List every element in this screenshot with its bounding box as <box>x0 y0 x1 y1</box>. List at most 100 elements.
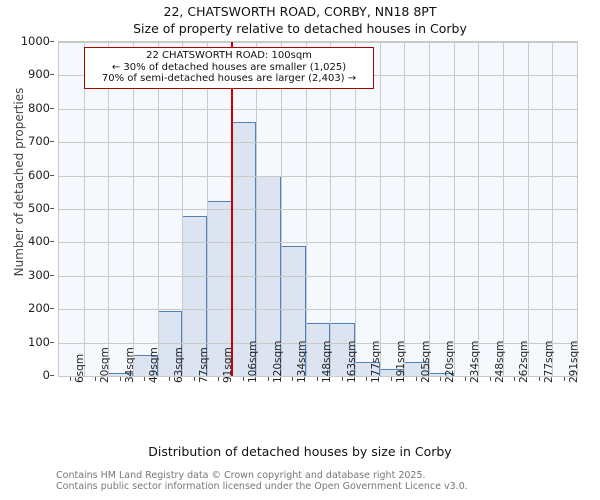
x-axis-tick-label: 134sqm <box>296 340 308 383</box>
x-axis: 6sqm 20sqm 34sqm 49sqm 63sqm 77sqm 91sqm 106sqm… <box>0 341 600 447</box>
y-axis-tick-mark <box>50 141 54 143</box>
gridline-vertical <box>552 42 553 376</box>
x-axis-tick-label: 20sqm <box>99 347 111 383</box>
x-axis-tick-mark <box>366 377 367 381</box>
y-axis-tick-mark <box>50 341 54 343</box>
y-axis-tick-label: 1000 <box>20 34 50 48</box>
gridline-vertical <box>108 42 109 376</box>
y-axis-tick-label: 200 <box>28 301 50 316</box>
x-axis-tick-label: 191sqm <box>395 340 407 383</box>
x-axis-tick-mark <box>70 377 71 381</box>
gridline-vertical <box>133 42 134 376</box>
y-axis-tick-label: 600 <box>28 167 50 182</box>
footer-line-2: Contains public sector information licen… <box>56 481 468 492</box>
x-axis-tick-label: 163sqm <box>346 340 358 383</box>
gridline-horizontal <box>59 108 577 110</box>
marker-annotation: 22 CHATSWORTH ROAD: 100sqm ← 30% of deta… <box>84 47 374 89</box>
x-axis-tick-label: 63sqm <box>173 347 185 383</box>
y-axis-tick-mark <box>50 241 54 243</box>
y-axis-tick-label: 700 <box>28 134 50 149</box>
x-axis-tick-mark <box>342 377 343 381</box>
page-subtitle: Size of property relative to detached ho… <box>133 21 467 36</box>
x-axis-tick-mark <box>120 377 121 381</box>
gridline-vertical <box>355 42 356 376</box>
y-axis-title: Number of detached properties <box>12 87 26 277</box>
x-axis-tick-mark <box>490 377 491 381</box>
x-axis-tick-label: 106sqm <box>247 340 259 383</box>
gridline-vertical <box>503 42 504 376</box>
gridline-horizontal <box>59 242 577 244</box>
x-axis-tick-mark <box>564 377 565 381</box>
x-axis-title: Distribution of detached houses by size … <box>148 444 452 459</box>
y-axis-tick-label: 300 <box>28 267 50 282</box>
gridline-vertical <box>528 42 529 376</box>
y-axis-tick-mark <box>50 41 54 42</box>
annotation-line-2: ← 30% of detached houses are smaller (1,… <box>111 61 347 73</box>
y-axis-tick-label: 500 <box>28 201 50 215</box>
gridline-vertical <box>306 42 307 376</box>
gridline-vertical <box>380 42 381 376</box>
gridline-vertical <box>158 42 159 376</box>
gridline-vertical <box>281 42 282 376</box>
gridline-vertical <box>182 42 183 376</box>
gridline-vertical <box>429 42 430 376</box>
y-axis-tick-mark <box>50 375 54 376</box>
property-marker-line <box>230 42 233 376</box>
x-axis-tick-mark <box>465 377 466 381</box>
y-axis-tick-mark <box>50 308 54 310</box>
y-axis-tick-label: 900 <box>28 67 50 82</box>
x-axis-tick-mark <box>539 377 540 381</box>
gridline-vertical <box>404 42 405 376</box>
gridline-vertical <box>207 42 208 376</box>
x-axis-tick-mark <box>391 377 392 381</box>
y-axis-tick-mark <box>50 74 54 76</box>
y-axis-tick-mark <box>50 208 54 209</box>
footer: Contains HM Land Registry data © Crown c… <box>56 470 596 492</box>
gridline-horizontal <box>59 175 577 177</box>
gridline-vertical <box>454 42 455 376</box>
x-axis-tick-label: 277sqm <box>543 340 555 383</box>
x-axis-tick-mark <box>95 377 96 381</box>
gridline-horizontal <box>59 275 577 277</box>
x-axis-tick-label: 177sqm <box>370 340 382 383</box>
x-axis-tick-label: 205sqm <box>420 340 432 383</box>
x-axis-tick-label: 49sqm <box>148 347 160 383</box>
page-title: 22, CHATSWORTH ROAD, CORBY, NN18 8PT <box>163 4 437 19</box>
gridline-horizontal <box>59 142 577 144</box>
x-axis-tick-mark <box>243 377 244 381</box>
x-axis-tick-label: 34sqm <box>124 347 136 383</box>
x-axis-tick-label: 291sqm <box>568 340 580 383</box>
x-axis-tick-label: 234sqm <box>469 340 481 383</box>
y-axis-tick-mark <box>50 174 54 176</box>
x-axis-tick-label: 148sqm <box>321 340 333 383</box>
gridline-horizontal <box>59 309 577 311</box>
y-axis-tick-label: 100 <box>28 334 50 349</box>
gridline-vertical <box>330 42 331 376</box>
gridline-horizontal <box>59 209 577 210</box>
x-axis-tick-label: 248sqm <box>494 340 506 383</box>
x-axis-tick-mark <box>514 377 515 381</box>
plot-area <box>58 41 578 377</box>
y-axis-tick-mark <box>50 107 54 109</box>
x-axis-tick-mark <box>416 377 417 381</box>
x-axis-tick-mark <box>268 377 269 381</box>
y-axis-tick-mark <box>50 274 54 276</box>
gridline-vertical <box>478 42 479 376</box>
x-axis-tick-mark <box>169 377 170 381</box>
x-axis-tick-label: 6sqm <box>74 353 86 383</box>
y-axis-tick-label: 400 <box>28 234 50 249</box>
footer-line-1: Contains HM Land Registry data © Crown c… <box>56 470 426 481</box>
gridline-horizontal <box>59 342 577 344</box>
x-axis-tick-label: 262sqm <box>518 340 530 383</box>
gridline-horizontal <box>59 42 577 43</box>
annotation-line-1: 22 CHATSWORTH ROAD: 100sqm <box>146 50 312 61</box>
annotation-line-3: 70% of semi-detached houses are larger (… <box>101 73 357 84</box>
gridline-vertical <box>84 42 85 376</box>
bar <box>231 122 257 376</box>
x-axis-tick-label: 220sqm <box>444 340 456 383</box>
x-axis-tick-label: 120sqm <box>272 340 284 383</box>
x-axis-tick-mark <box>194 377 195 381</box>
y-axis-tick-label: 0 <box>42 368 50 382</box>
x-axis-tick-mark <box>218 377 219 381</box>
